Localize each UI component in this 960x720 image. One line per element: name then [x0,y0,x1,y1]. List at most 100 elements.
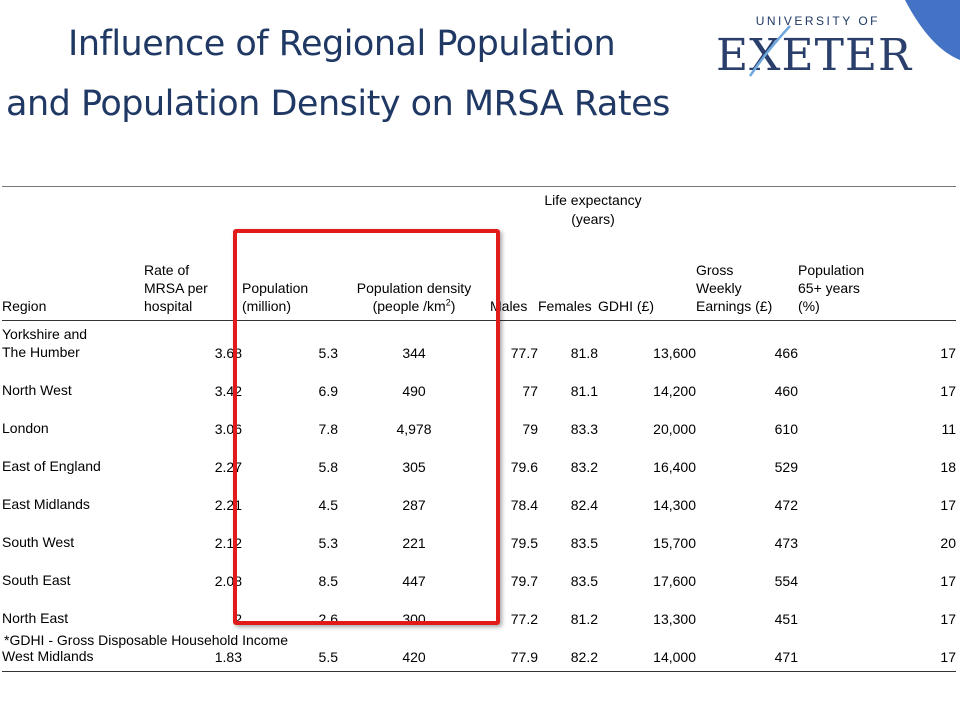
cell-gdhi: 13,600 [653,345,696,361]
header-mrsa-rate: Rate of MRSA per hospital [144,233,242,321]
cell-region-line2: The Humber [2,344,80,360]
cell-earnings: 466 [774,345,798,361]
cell-males: 77 [522,383,538,399]
cell-gdhi: 13,300 [653,611,696,627]
cell-mrsa: 2.08 [214,573,242,589]
cell-density: 305 [402,459,426,475]
header-over65-line2: 65+ years [798,280,860,296]
cell-population: 5.5 [318,649,338,665]
cell-over65: 17 [940,345,956,361]
cell-gdhi: 14,200 [653,383,696,399]
cell-males: 79 [522,421,538,437]
cell-over65: 11 [941,421,956,437]
cell-density: 221 [402,535,426,551]
header-males: Males [490,298,528,314]
cell-earnings: 610 [774,421,798,437]
cell-females: 82.2 [570,649,598,665]
cell-density: 300 [402,611,426,627]
cell-males: 78.4 [510,497,538,513]
cell-gdhi: 17,600 [653,573,696,589]
cell-mrsa: 2 [234,611,242,627]
cell-earnings: 472 [774,497,798,513]
cell-mrsa: 2.12 [214,535,242,551]
slide-title-line-2: and Population Density on MRSA Rates [6,84,670,124]
cell-density: 4,978 [396,421,432,437]
life-expectancy-header-line2: (years) [571,211,615,227]
table-footnote: *GDHI - Gross Disposable Household Incom… [4,632,289,648]
regional-data-table: Life expectancy (years) Region Rate of M… [2,186,956,672]
cell-earnings: 471 [774,649,798,665]
cell-mrsa: 3.68 [214,345,242,361]
cell-over65: 17 [940,573,956,589]
cell-males: 77.9 [510,649,538,665]
header-earnings-line2: Weekly [696,280,742,296]
cell-gdhi: 16,400 [653,459,696,475]
cell-population: 2.6 [318,611,338,627]
cell-over65: 17 [940,611,956,627]
cell-population: 8.5 [318,573,338,589]
header-mrsa-line3: hospital [144,298,193,314]
cell-gdhi: 15,700 [653,535,696,551]
cell-females: 81.8 [570,345,598,361]
table-header-row: Region Rate of MRSA per hospital Populat… [2,233,956,321]
cell-females: 83.3 [570,421,598,437]
header-mrsa-line2: MRSA per [144,280,208,296]
header-mrsa-line1: Rate of [144,262,190,278]
life-expectancy-group-header: Life expectancy (years) [490,187,696,233]
cell-region: Yorkshire and The Humber [2,321,144,368]
header-density-suffix: ) [450,298,456,314]
header-earnings-line1: Gross [696,262,734,278]
cell-over65: 17 [940,383,956,399]
table-row: South West 2.12 5.3 221 79.5 83.5 15,700… [2,519,956,557]
table-row: North West 3.42 6.9 490 77 81.1 14,200 4… [2,367,956,405]
cell-density: 287 [402,497,426,513]
cell-over65: 17 [940,497,956,513]
cell-gdhi: 14,300 [653,497,696,513]
cell-population: 6.9 [318,383,338,399]
header-gdhi: GDHI (£) [598,298,654,314]
cell-region: North West [2,382,72,398]
cell-females: 83.5 [570,573,598,589]
cell-population: 7.8 [318,421,338,437]
logo-swoosh-icon [748,25,791,77]
cell-population: 5.3 [318,535,338,551]
cell-population: 4.5 [318,497,338,513]
cell-region: South West [2,534,75,550]
cell-earnings: 451 [774,611,798,627]
table-group-header-row: Life expectancy (years) [2,187,956,233]
cell-earnings: 554 [774,573,798,589]
table-row: East of England 2.27 5.8 305 79.6 83.2 1… [2,443,956,481]
header-population-line1: Population [242,280,309,296]
cell-region: South East [2,572,71,588]
cell-region: East of England [2,458,101,474]
logo-top-text: UNIVERSITY OF [755,14,880,28]
header-population: Population (million) [242,233,338,321]
cell-density: 490 [402,383,426,399]
cell-mrsa: 2.21 [214,497,242,513]
cell-females: 82.4 [570,497,598,513]
cell-gdhi: 14,000 [653,649,696,665]
logo-main-text: EXETER [716,30,913,81]
cell-density: 344 [402,345,426,361]
table-row: South East 2.08 8.5 447 79.7 83.5 17,600… [2,557,956,595]
header-over65-line3: (%) [798,298,820,314]
cell-region: North East [2,610,69,626]
header-density-sup: 2 [445,297,451,308]
cell-earnings: 473 [774,535,798,551]
header-females: Females [538,298,592,314]
cell-males: 79.7 [510,573,538,589]
cell-region: East Midlands [2,496,90,512]
table-row: North East 2 2.6 300 77.2 81.2 13,300 45… [2,595,956,633]
cell-females: 81.2 [570,611,598,627]
cell-density: 420 [402,649,426,665]
cell-males: 77.2 [510,611,538,627]
cell-earnings: 460 [774,383,798,399]
cell-over65: 18 [940,459,956,475]
cell-mrsa: 2.27 [214,459,242,475]
header-density-line1: Population density [356,280,472,296]
cell-earnings: 529 [774,459,798,475]
cell-region: West Midlands [2,648,94,664]
header-population-density: Population density (people /km2) [338,233,490,321]
table-row: London 3.06 7.8 4,978 79 83.3 20,000 610… [2,405,956,443]
cell-density: 447 [402,573,426,589]
